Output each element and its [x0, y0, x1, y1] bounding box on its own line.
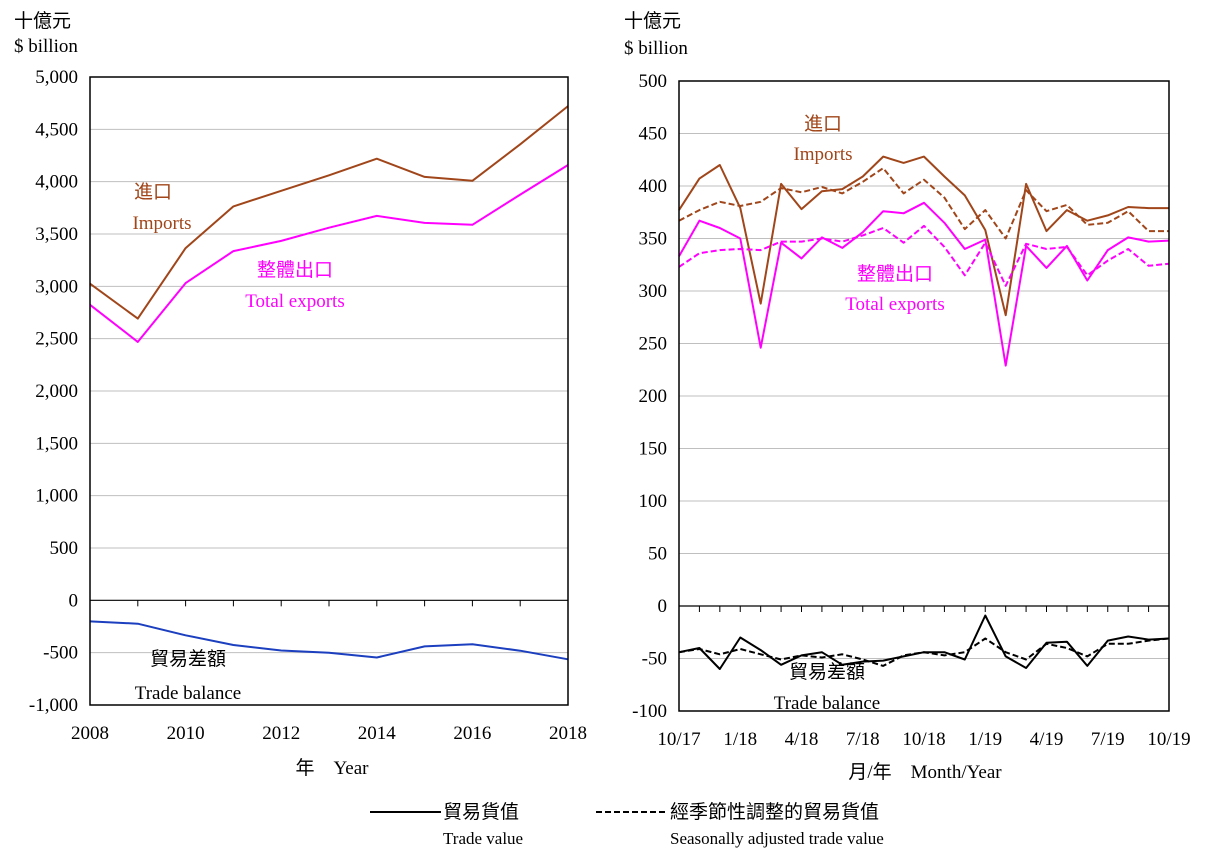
right-series-group — [679, 157, 1169, 669]
annual-trade-chart: 十億元 $ billion 5,000 4,500 4,000 3,500 3,000 2… — [14, 10, 587, 779]
y-tick-label: 250 — [639, 334, 668, 355]
left-balance-label-en: Trade balance — [135, 683, 241, 704]
x-tick-label: 2008 — [71, 723, 109, 744]
left-gridlines — [90, 129, 568, 652]
x-tick-label: 4/18 — [785, 729, 819, 750]
legend: 貿易貨值 Trade value 經季節性調整的貿易貨值 Seasonally … — [370, 801, 884, 848]
right-unit-en: $ billion — [624, 38, 688, 59]
y-tick-label: 100 — [639, 491, 668, 512]
y-tick-label: 400 — [639, 176, 668, 197]
y-tick-label: 1,000 — [35, 486, 78, 507]
y-tick-label: -500 — [43, 643, 78, 664]
legend-dashed-label-zh: 經季節性調整的貿易貨值 — [670, 801, 879, 823]
x-tick-label: 4/19 — [1030, 729, 1064, 750]
left-imports-label-en: Imports — [132, 213, 191, 234]
x-tick-label: 10/18 — [902, 729, 945, 750]
left-unit-en: $ billion — [14, 36, 78, 57]
y-tick-label: -1,000 — [29, 695, 78, 716]
legend-solid-label-zh: 貿易貨值 — [443, 801, 519, 823]
y-tick-label: 4,500 — [35, 119, 78, 140]
left-exports-label-zh: 整體出口 — [257, 259, 333, 281]
y-tick-label: 0 — [69, 590, 79, 611]
y-tick-label: 1,500 — [35, 433, 78, 454]
x-tick-label: 2014 — [358, 723, 397, 744]
y-tick-label: 2,000 — [35, 381, 78, 402]
left-y-tick-labels: 5,000 4,500 4,000 3,500 3,000 2,500 2,000 1,500… — [29, 67, 78, 716]
right-balance-label-en: Trade balance — [774, 693, 880, 714]
x-tick-label: 2016 — [453, 723, 491, 744]
x-tick-label: 1/19 — [968, 729, 1002, 750]
right-unit-zh: 十億元 — [624, 10, 681, 32]
right-balance-label-zh: 貿易差額 — [789, 661, 865, 683]
y-tick-label: 350 — [639, 229, 668, 250]
monthly-trade-chart: 十億元 $ billion 50045040035030025020015010… — [624, 10, 1191, 783]
right-imports-label-zh: 進口 — [804, 113, 842, 135]
y-tick-label: 2,500 — [35, 329, 78, 350]
y-tick-label: 3,500 — [35, 224, 78, 245]
left-exports-label-en: Total exports — [245, 291, 344, 312]
y-tick-label: 500 — [639, 71, 668, 92]
x-tick-label: 10/19 — [1147, 729, 1190, 750]
y-tick-label: 3,000 — [35, 276, 78, 297]
x-tick-label: 2012 — [262, 723, 300, 744]
y-tick-label: 150 — [639, 439, 668, 460]
x-tick-label: 2010 — [167, 723, 205, 744]
right-x-axis-title: 月/年 Month/Year — [848, 761, 1002, 783]
left-x-tick-labels: 2008 2010 2012 2014 2016 2018 — [71, 723, 587, 744]
y-tick-label: 5,000 — [35, 67, 78, 88]
x-tick-label: 7/18 — [846, 729, 880, 750]
right-x-tick-labels: 10/17 1/18 4/18 7/18 10/18 1/19 4/19 7/19 10/19 — [657, 729, 1190, 750]
y-tick-label: 450 — [639, 124, 668, 145]
y-tick-label: -100 — [632, 701, 667, 722]
x-tick-label: 1/18 — [723, 729, 757, 750]
left-x-axis-title: 年 Year — [295, 757, 369, 779]
y-tick-label: -50 — [642, 649, 667, 670]
x-tick-label: 10/17 — [657, 729, 700, 750]
legend-dashed-label-en: Seasonally adjusted trade value — [670, 829, 884, 848]
y-tick-label: 0 — [658, 596, 668, 617]
y-tick-label: 500 — [50, 538, 79, 559]
right-exports-label-en: Total exports — [845, 294, 944, 315]
x-tick-label: 7/19 — [1091, 729, 1125, 750]
y-tick-label: 200 — [639, 386, 668, 407]
right-imports-label-en: Imports — [793, 144, 852, 165]
left-unit-zh: 十億元 — [14, 10, 71, 32]
left-imports-label-zh: 進口 — [134, 181, 172, 203]
right-gridlines — [679, 134, 1169, 659]
left-balance-label-zh: 貿易差額 — [150, 648, 226, 670]
legend-solid-label-en: Trade value — [443, 829, 523, 848]
x-tick-label: 2018 — [549, 723, 587, 744]
right-exports-label-zh: 整體出口 — [857, 263, 933, 285]
y-tick-label: 50 — [648, 544, 667, 565]
y-tick-label: 4,000 — [35, 172, 78, 193]
y-tick-label: 300 — [639, 281, 668, 302]
series-line-balance — [679, 616, 1169, 670]
